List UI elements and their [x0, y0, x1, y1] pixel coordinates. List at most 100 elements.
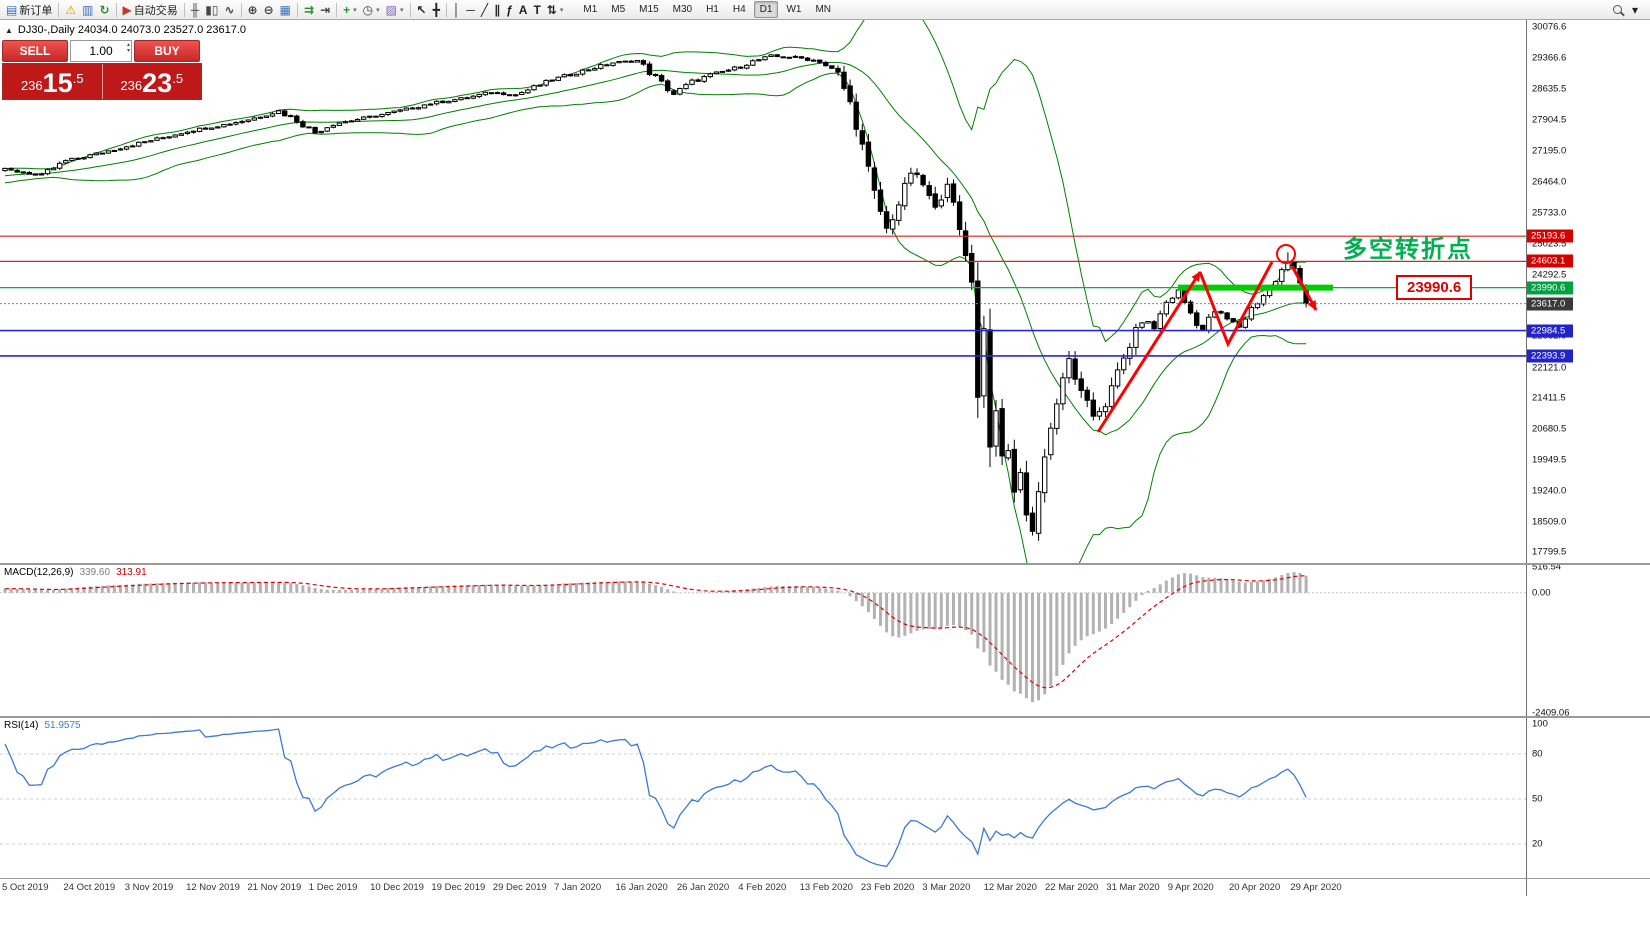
timeframe-toolbar: M1 M5 M15 M30 H1 H4 D1 W1 MN — [576, 1, 838, 18]
trade-panel-toggle-icon[interactable]: ▲ — [5, 25, 13, 35]
line-chart-button[interactable]: ∿ — [221, 1, 237, 18]
indicators-button[interactable]: + ▾ — [340, 1, 360, 18]
horizontal-line-icon: ─ — [466, 2, 475, 17]
chart-shift-icon: ⇥ — [320, 2, 331, 17]
zoom-in-button[interactable]: ⊕ — [245, 1, 261, 18]
support-resistance-lines[interactable] — [0, 235, 1526, 357]
candle-chart-button[interactable]: ▮▯ — [202, 1, 221, 18]
grid-icon: ▦ — [279, 2, 292, 17]
spin-down-icon[interactable]: ▾ — [126, 48, 130, 54]
scale-border — [1526, 20, 1527, 896]
price-tick: 20680.5 — [1532, 423, 1567, 435]
fibonacci-button[interactable]: ƒ — [503, 1, 516, 18]
price-divider — [101, 64, 103, 99]
timeframe-m15[interactable]: M15 — [639, 4, 659, 15]
timeframe-h4[interactable]: H4 — [732, 4, 746, 15]
new-order-icon: ▤ — [6, 2, 18, 17]
templates-button[interactable]: ▨ ▾ — [383, 1, 407, 18]
grid-button[interactable]: ▦ — [277, 1, 294, 18]
chevron-down-icon: ▾ — [400, 6, 404, 14]
trendline-button[interactable]: ╱ — [478, 1, 491, 18]
indicators-plus-icon: + — [343, 2, 351, 17]
date-label: 12 Nov 2019 — [186, 882, 240, 893]
rsi-chart[interactable] — [0, 718, 1526, 878]
chart-ohlc-readout: DJ30-,Daily 24034.0 24073.0 23527.0 2361… — [17, 24, 247, 36]
buy-price-small: 236 — [120, 78, 143, 93]
sell-button[interactable]: SELL — [2, 40, 68, 62]
toolbar-separator — [240, 2, 242, 17]
axis-separator — [0, 878, 1650, 879]
zoom-out-button[interactable]: ⊖ — [261, 1, 277, 18]
timeframe-h1[interactable]: H1 — [706, 4, 719, 15]
date-label: 29 Dec 2019 — [492, 882, 547, 893]
trendline-icon: ╱ — [480, 2, 489, 17]
timeframe-m1[interactable]: M1 — [583, 4, 598, 15]
toolbar-corner: ▾ — [1610, 1, 1641, 18]
vline-button[interactable]: │ — [450, 1, 464, 18]
bollinger-bands — [4, 20, 1307, 563]
price-tick: 25023.5 — [1532, 238, 1567, 249]
macd-chart[interactable] — [0, 565, 1526, 716]
date-label: 1 Dec 2019 — [308, 882, 358, 893]
vertical-line-icon: │ — [452, 2, 461, 17]
chart-shift-button[interactable]: ⇥ — [317, 1, 333, 18]
price-tick: 27195.0 — [1532, 145, 1567, 157]
periods-button[interactable]: ◷ ▾ — [360, 1, 383, 18]
refresh-button[interactable]: ↻ — [96, 1, 112, 18]
chevron-down-icon: ▾ — [376, 6, 380, 14]
volume-input[interactable]: 1.00 ▴ ▾ — [70, 40, 132, 62]
hline-button[interactable]: ─ — [463, 1, 478, 18]
trade-panel-controls: SELL 1.00 ▴ ▾ BUY — [2, 40, 202, 62]
buy-price[interactable]: 236 23.5 — [103, 64, 202, 99]
text-button[interactable]: A — [516, 1, 531, 18]
sell-price-sup: .5 — [72, 71, 84, 86]
cursor-button[interactable]: ↖ — [414, 1, 430, 18]
trend-arrows[interactable] — [1096, 244, 1318, 433]
spin-up-icon[interactable]: ▴ — [126, 42, 130, 48]
label-button[interactable]: T — [530, 1, 543, 18]
date-label: 22 Mar 2020 — [1045, 882, 1099, 893]
symbol-info: ▲ DJ30-,Daily 24034.0 24073.0 23527.0 23… — [5, 24, 246, 36]
channel-button[interactable]: ∥ — [491, 1, 503, 18]
panel-splitter[interactable] — [0, 563, 1650, 565]
crosshair-button[interactable]: ╋ — [430, 1, 443, 18]
magnifier-button[interactable] — [1610, 1, 1625, 18]
price-marker: 24603.1 — [1527, 254, 1573, 268]
time-axis[interactable]: 5 Oct 2019 24 Oct 2019 3 Nov 2019 12 Nov 20… — [0, 879, 1526, 896]
timeframe-w1[interactable]: W1 — [786, 4, 802, 15]
candlestick-icon: ▮▯ — [205, 2, 219, 17]
bar-chart-button[interactable]: ╫ — [188, 1, 203, 18]
volume-spinner[interactable]: ▴ ▾ — [127, 42, 130, 54]
buy-price-sup: .5 — [172, 71, 184, 86]
toolbar-overflow-button[interactable]: ▾ — [1629, 1, 1641, 18]
market-watch-button[interactable]: ▥ — [79, 1, 96, 18]
auto-scroll-button[interactable]: ⇉ — [301, 1, 317, 18]
alert-button[interactable]: ⚠ — [62, 1, 79, 18]
new-order-button[interactable]: ▤ 新订单 — [3, 1, 55, 18]
cursor-icon: ↖ — [416, 2, 427, 17]
panel-splitter[interactable] — [0, 716, 1650, 718]
timeframe-m30[interactable]: M30 — [672, 4, 693, 15]
timeframe-m5[interactable]: M5 — [611, 4, 626, 15]
date-label: 20 Apr 2020 — [1229, 882, 1281, 893]
date-label: 10 Dec 2019 — [370, 882, 424, 893]
date-label: 26 Jan 2020 — [676, 882, 730, 893]
shapes-button[interactable]: ⇅ ▾ — [544, 1, 567, 18]
timeframe-d1[interactable]: D1 — [753, 1, 779, 18]
price-scale[interactable]: 30076.6 29366.6 28635.5 27904.5 27195.0 26464… — [1527, 20, 1650, 878]
price-display: 236 15.5 236 23.5 — [2, 63, 202, 100]
date-label: 4 Feb 2020 — [738, 882, 787, 893]
template-icon: ▨ — [385, 2, 398, 17]
zoom-out-icon: ⊖ — [263, 2, 274, 17]
buy-button[interactable]: BUY — [134, 40, 200, 62]
date-label: 16 Jan 2020 — [615, 882, 668, 893]
date-label: 31 Mar 2020 — [1106, 882, 1160, 893]
price-tick: 19240.0 — [1532, 485, 1567, 497]
price-tick: 29366.6 — [1532, 52, 1567, 64]
price-chart[interactable] — [0, 20, 1526, 563]
toolbar-separator — [445, 2, 447, 17]
sell-price-big: 15 — [42, 68, 73, 99]
sell-price[interactable]: 236 15.5 — [3, 64, 102, 99]
auto-trading-button[interactable]: ▶ 自动交易 — [120, 1, 181, 18]
timeframe-mn[interactable]: MN — [815, 4, 832, 15]
